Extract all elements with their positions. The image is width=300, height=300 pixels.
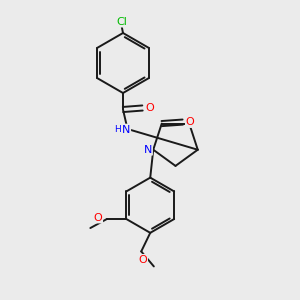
Text: N: N [144, 145, 152, 155]
Text: O: O [94, 212, 102, 223]
Text: O: O [138, 255, 147, 265]
Text: Cl: Cl [116, 16, 127, 27]
Text: H: H [115, 125, 121, 134]
Text: N: N [122, 124, 130, 135]
Text: O: O [146, 103, 154, 113]
Text: O: O [186, 117, 195, 127]
